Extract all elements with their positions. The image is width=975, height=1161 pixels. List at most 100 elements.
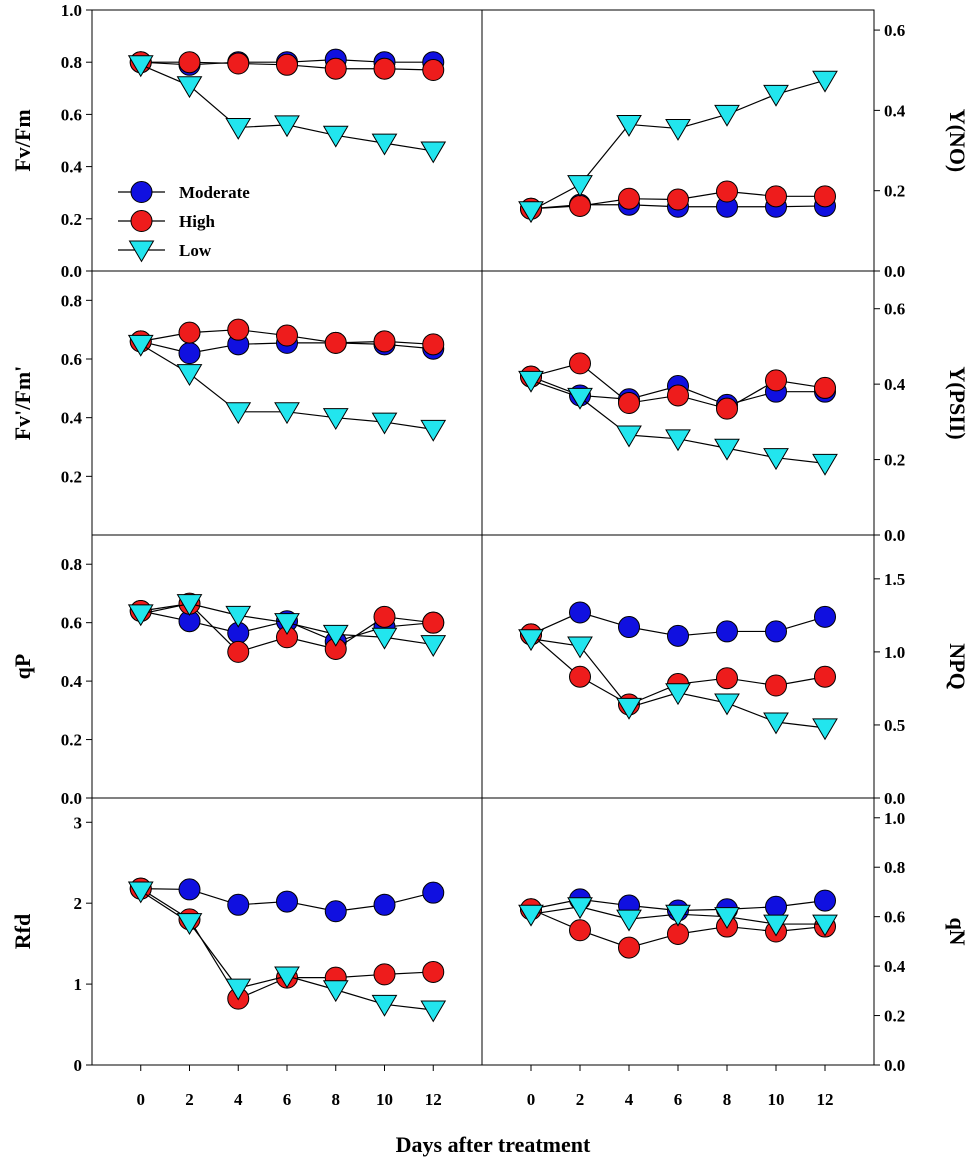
- data-point: [765, 895, 787, 918]
- y-tick-label: 0.6: [884, 908, 905, 927]
- panel-y-no: 0.0 0.2 0.4 0.6 Y(NO): [481, 9, 970, 281]
- data-point: [371, 994, 398, 1017]
- y-tick-label: 0.4: [61, 158, 83, 177]
- panel-npq: 0.0 0.5 1.0 1.5 NPQ: [481, 534, 970, 808]
- legend-label: Moderate: [179, 183, 250, 202]
- data-point: [225, 605, 252, 628]
- data-point: [618, 392, 640, 414]
- x-tick-label: 0: [527, 1090, 536, 1109]
- data-point: [763, 914, 789, 937]
- legend-label: Low: [179, 241, 212, 260]
- panels: 0.0 0.2 0.4 0.6 0.8 1.0 Fv/Fm 0.0 0.2 0.4 0.6 Y(NO)…: [10, 1, 970, 1075]
- data-point: [569, 601, 591, 624]
- data-point: [765, 369, 787, 392]
- legend-item-low: Low: [118, 240, 212, 263]
- data-point: [716, 620, 738, 643]
- series-high: [129, 318, 445, 356]
- data-point: [716, 397, 738, 420]
- data-point: [373, 57, 396, 80]
- data-point: [276, 324, 298, 347]
- x-tick-labels: 0 2 4 6 8 10 12 0 2 4 6 8 10 12: [137, 1090, 834, 1109]
- y-tick-label: 0.6: [61, 350, 82, 369]
- y-tick-label: 0.8: [61, 291, 82, 310]
- series-low: [518, 897, 838, 937]
- legend-item-moderate: Moderate: [118, 181, 250, 203]
- data-point: [127, 55, 154, 78]
- series-low: [518, 629, 838, 741]
- legend-marker: [130, 181, 153, 203]
- y-tick-label: 0.2: [884, 182, 905, 201]
- data-point: [422, 960, 445, 983]
- data-point: [227, 318, 250, 341]
- y-tick-label: 1: [74, 975, 83, 994]
- x-tick-label: 12: [425, 1090, 442, 1109]
- series-low: [127, 334, 447, 442]
- data-point: [420, 141, 447, 164]
- data-point: [714, 907, 740, 930]
- data-point: [422, 59, 445, 82]
- data-point: [227, 52, 250, 75]
- data-point: [667, 188, 689, 211]
- y-tick-label: 0.6: [884, 21, 905, 40]
- data-point: [274, 613, 300, 636]
- data-point: [616, 697, 642, 720]
- data-point: [322, 408, 349, 431]
- x-tick-label: 10: [768, 1090, 785, 1109]
- y-tick-label: 0.0: [884, 1056, 905, 1075]
- data-point: [763, 712, 789, 735]
- data-point: [763, 84, 789, 107]
- panel-fv-fm: 0.0 0.2 0.4 0.6 0.8 1.0 Fv/Fm: [10, 1, 483, 281]
- data-point: [322, 980, 349, 1003]
- data-point: [274, 402, 300, 425]
- y-tick-label: 0.8: [884, 858, 905, 877]
- legend-item-high: High: [118, 210, 215, 232]
- data-point: [567, 897, 593, 920]
- data-point: [518, 904, 544, 927]
- y-tick-label: 2: [74, 894, 83, 913]
- data-point: [765, 674, 787, 697]
- x-tick-label: 4: [625, 1090, 634, 1109]
- y-tick-label: 0.6: [61, 105, 82, 124]
- series-low: [518, 370, 838, 476]
- y-axis-label: Y(PSII): [945, 366, 970, 439]
- y-tick-label: 0.2: [884, 1007, 905, 1026]
- data-point: [422, 611, 445, 634]
- data-point: [814, 889, 836, 912]
- y-axis-label: Rfd: [10, 914, 35, 949]
- y-tick-label: 0.4: [884, 101, 906, 120]
- data-point: [665, 683, 691, 706]
- y-tick-label: 0.6: [884, 300, 905, 319]
- y-tick-label: 0.6: [61, 614, 82, 633]
- data-point: [324, 900, 347, 923]
- y-tick-label: 0: [74, 1056, 83, 1075]
- x-tick-label: 8: [332, 1090, 341, 1109]
- y-tick-label: 0.0: [884, 789, 905, 808]
- series-low: [518, 70, 838, 224]
- data-point: [127, 334, 154, 357]
- data-point: [567, 636, 593, 659]
- y-tick-label: 0.5: [884, 716, 905, 735]
- data-point: [274, 115, 300, 138]
- data-point: [618, 187, 640, 210]
- data-point: [814, 665, 836, 688]
- y-tick-label: 0.4: [61, 409, 83, 428]
- y-tick-label: 0.4: [61, 672, 83, 691]
- data-point: [765, 620, 787, 643]
- legend-label: High: [179, 212, 215, 231]
- x-tick-label: 0: [137, 1090, 146, 1109]
- data-point: [569, 919, 591, 942]
- data-point: [665, 429, 691, 452]
- data-point: [178, 321, 201, 344]
- data-point: [227, 893, 250, 916]
- panel-qp: 0.0 0.2 0.4 0.6 0.8 qP: [10, 534, 483, 808]
- panel-rfd: 0 1 2 3 Rfd: [10, 797, 483, 1075]
- data-point: [812, 70, 838, 93]
- data-point: [714, 438, 740, 461]
- data-point: [420, 635, 447, 657]
- data-point: [518, 370, 544, 393]
- x-axis-label: Days after treatment: [396, 1132, 591, 1157]
- series-low: [127, 55, 447, 164]
- data-point: [322, 624, 349, 647]
- panel-y-psii: 0.0 0.2 0.4 0.6 Y(PSII): [481, 270, 970, 545]
